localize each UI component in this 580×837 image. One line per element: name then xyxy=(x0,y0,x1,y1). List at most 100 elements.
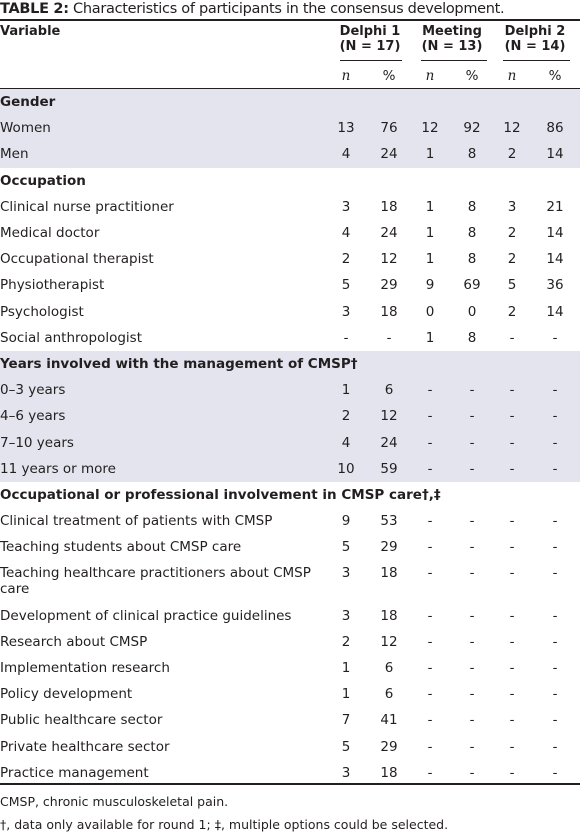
cell-value: 12 xyxy=(380,408,398,425)
row-label: Teaching healthcare practitioners about … xyxy=(0,564,311,597)
table-row: Social anthropologist - - 1 8 - - xyxy=(0,325,580,351)
variable-header: Variable xyxy=(0,24,61,39)
footnote-abbreviation: CMSP, chronic musculoskeletal pain. xyxy=(0,794,229,809)
cell-value: 1 xyxy=(341,660,351,676)
subheader-percent: % xyxy=(465,68,479,84)
cell-value: 1 xyxy=(425,198,435,215)
cell-value: 18 xyxy=(380,303,398,320)
cell-value: - xyxy=(469,712,475,729)
subheader-n: n xyxy=(341,68,351,84)
cell-value: - xyxy=(509,607,515,624)
cell-value: 6 xyxy=(384,382,394,399)
cell-value: 1 xyxy=(341,686,351,703)
cell-value: 18 xyxy=(380,764,398,781)
row-label: Social anthropologist xyxy=(0,329,142,346)
table-row: Policy development 1 6 - - - - xyxy=(0,681,580,707)
delphi1-name: Delphi 1 xyxy=(339,24,401,39)
cell-value: - xyxy=(509,460,515,477)
section-label: Gender xyxy=(0,94,56,110)
delphi1-header: Delphi 1 (N = 17) xyxy=(335,24,405,54)
cell-value: 12 xyxy=(380,633,398,650)
cell-value: 12 xyxy=(380,251,398,268)
cell-value: 5 xyxy=(507,277,517,294)
cell-value: 8 xyxy=(467,225,477,241)
row-label: Public healthcare sector xyxy=(0,712,163,729)
cell-value: 24 xyxy=(380,225,398,241)
row-label: Clinical nurse practitioner xyxy=(0,198,174,215)
cell-value: 3 xyxy=(507,198,517,215)
cell-value: 2 xyxy=(507,303,517,320)
cell-value: - xyxy=(427,686,433,703)
cell-value: - xyxy=(469,660,475,676)
cell-value: 76 xyxy=(380,120,398,137)
cell-value: 0 xyxy=(467,303,477,320)
row-label: 11 years or more xyxy=(0,460,116,477)
cell-value: - xyxy=(509,513,515,530)
cell-value: - xyxy=(469,434,475,451)
cell-value: - xyxy=(552,686,558,703)
cell-value: - xyxy=(552,633,558,650)
bottom-rule xyxy=(0,783,580,785)
table-row: Practice management 3 18 - - - - xyxy=(0,760,580,786)
cell-value: 36 xyxy=(546,277,564,294)
cell-value: - xyxy=(552,382,558,399)
cell-value: 4 xyxy=(341,225,351,241)
cell-value: 2 xyxy=(507,251,517,268)
cell-value: 18 xyxy=(380,564,398,581)
footnote-symbols: †, data only available for round 1; ‡, m… xyxy=(0,817,449,832)
cell-value: 8 xyxy=(467,329,477,346)
section-row: Gender xyxy=(0,89,580,116)
cell-value: 14 xyxy=(546,225,564,241)
cell-value: - xyxy=(427,382,433,399)
cell-value: - xyxy=(469,382,475,399)
cell-value: 2 xyxy=(341,408,351,425)
cell-value: 9 xyxy=(425,277,435,294)
cell-value: 21 xyxy=(546,198,564,215)
cell-value: 53 xyxy=(380,513,398,530)
table-row: 4–6 years 2 12 - - - - xyxy=(0,403,580,430)
cell-value: - xyxy=(509,408,515,425)
cell-value: - xyxy=(469,633,475,650)
table-row: Women 13 76 12 92 12 86 xyxy=(0,115,580,142)
cell-value: - xyxy=(427,539,433,556)
table-row: Clinical treatment of patients with CMSP… xyxy=(0,508,580,534)
row-label: Physiotherapist xyxy=(0,277,105,294)
row-label: 0–3 years xyxy=(0,382,66,399)
cell-value: 13 xyxy=(337,120,355,137)
cell-value: - xyxy=(469,764,475,781)
cell-value: 41 xyxy=(380,712,398,729)
table-row: Research about CMSP 2 12 - - - - xyxy=(0,629,580,655)
table-row: Implementation research 1 6 - - - - xyxy=(0,655,580,681)
table-row: Teaching healthcare practitioners about … xyxy=(0,561,580,603)
delphi2-underline xyxy=(503,60,570,61)
cell-value: - xyxy=(509,712,515,729)
cell-value: - xyxy=(552,539,558,556)
section-row: Years involved with the management of CM… xyxy=(0,351,580,378)
cell-value: 2 xyxy=(341,251,351,268)
section-row: Occupational or professional involvement… xyxy=(0,482,580,508)
cell-value: - xyxy=(427,607,433,624)
cell-value: - xyxy=(509,633,515,650)
row-label: Development of clinical practice guideli… xyxy=(0,607,292,624)
cell-value: 5 xyxy=(341,277,351,294)
cell-value: - xyxy=(469,564,475,581)
cell-value: 69 xyxy=(463,277,481,294)
delphi2-header: Delphi 2 (N = 14) xyxy=(500,24,570,54)
cell-value: - xyxy=(509,434,515,451)
section-row: Occupation xyxy=(0,168,580,194)
table-row: 11 years or more 10 59 - - - - xyxy=(0,455,580,482)
header-rule xyxy=(0,88,580,89)
cell-value: 1 xyxy=(425,146,435,163)
cell-value: 6 xyxy=(384,660,394,676)
cell-value: - xyxy=(509,660,515,676)
table-row: Public healthcare sector 7 41 - - - - xyxy=(0,707,580,733)
cell-value: - xyxy=(552,712,558,729)
row-label: Women xyxy=(0,120,51,137)
cell-value: 29 xyxy=(380,277,398,294)
cell-value: 1 xyxy=(425,225,435,241)
cell-value: - xyxy=(469,513,475,530)
cell-value: - xyxy=(509,764,515,781)
cell-value: - xyxy=(509,382,515,399)
top-rule xyxy=(0,19,580,21)
